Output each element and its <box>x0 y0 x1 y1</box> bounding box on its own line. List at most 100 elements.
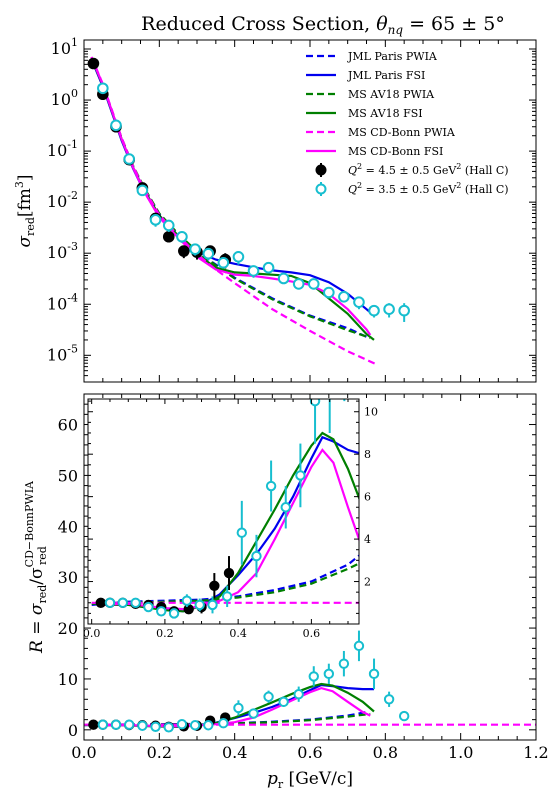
ratio-point-q35 <box>398 710 410 722</box>
legend-label: MS AV18 FSI <box>348 107 423 120</box>
ratio-point-q35 <box>124 719 135 730</box>
inset-point-q45 <box>223 567 235 579</box>
ratio-x-tick-label: 1.2 <box>523 743 548 762</box>
inset-background <box>88 399 359 624</box>
inset-point-q35 <box>104 597 116 608</box>
inset-point-q35 <box>326 386 334 394</box>
ratio-y-tick-label: 10 <box>58 670 78 689</box>
inset-point-q35 <box>207 599 218 611</box>
inset-frame <box>87 398 360 625</box>
inset-point-q35 <box>399 562 407 570</box>
legend-marker <box>315 164 327 176</box>
inset-y-tick-label: 8 <box>364 448 371 461</box>
ratio-point-q35 <box>189 720 201 731</box>
ratio-point-q35 <box>323 668 335 680</box>
inset-point-q35 <box>143 601 154 613</box>
inset-y-tick-label: 10 <box>364 406 378 419</box>
cross-section-point-q35 <box>383 303 395 316</box>
inset-y-tick-label: 4 <box>364 533 371 546</box>
cross-section-point-q35 <box>292 278 305 290</box>
legend-label: Q2 = 4.5 ± 0.5 GeV2 (Hall C) <box>348 162 509 177</box>
ratio-x-tick-label: 0.2 <box>147 743 172 762</box>
cross-section-curves <box>90 56 379 366</box>
cross-section-point-q35 <box>97 82 109 95</box>
cross-section-y-tick-label: 10-4 <box>47 291 78 313</box>
ratio-point-q35 <box>137 720 148 731</box>
inset-point-q35 <box>355 270 363 278</box>
inset-point-q35 <box>168 608 180 619</box>
inset-x-tick-label: 0.0 <box>83 627 101 640</box>
ratio-y-tick-label: 60 <box>58 416 78 435</box>
cross-section-point-q45 <box>87 57 100 70</box>
cross-section-y-tick-label: 10-3 <box>47 240 78 262</box>
cross-section-point-q45 <box>178 245 190 257</box>
cross-section-point-q35 <box>307 278 320 290</box>
ratio-point-q35 <box>203 720 214 731</box>
cross-section-point-q35 <box>189 243 201 255</box>
ratio-y-tick-label: 50 <box>58 466 78 485</box>
cross-section-y-tick-label: 101 <box>51 36 78 58</box>
cross-section-panel: 10-5 10-4 10-3 10-2 10-1 100 101 σred[fm3] JML… <box>13 36 537 383</box>
ratio-y-tick-label: 40 <box>58 517 78 536</box>
inset-x-tick-label: 0.2 <box>156 627 174 640</box>
inset-plot-area <box>91 270 407 619</box>
cross-section-y-tick-label: 10-5 <box>47 342 78 364</box>
ratio-point-q35 <box>308 671 319 682</box>
ratio-point-q35 <box>218 718 229 729</box>
cross-section-point-q35 <box>149 214 162 226</box>
inset-point-q35 <box>117 597 128 608</box>
cross-section-y-axis-label: σred[fm3] <box>13 174 37 247</box>
inset-point-q35 <box>251 550 262 562</box>
inset-point-q35 <box>369 386 377 394</box>
ratio-y-tick-label: 30 <box>58 568 78 587</box>
ratio-y-axis-label: R = σred/σCD−BonnPWIAred <box>23 480 49 654</box>
inset-point-q45 <box>209 580 220 591</box>
inset-point-q35 <box>265 480 277 492</box>
legend-label: MS CD-Bonn FSI <box>348 145 443 158</box>
cross-section-y-tick-label: 10-2 <box>47 189 78 211</box>
ratio-point-q35 <box>150 721 161 732</box>
inset-point-q35 <box>280 502 291 513</box>
ratio-point-q35 <box>163 722 174 733</box>
legend-label: Q2 = 3.5 ± 0.5 GeV2 (Hall C) <box>348 181 509 196</box>
cross-section-point-q35 <box>247 265 260 277</box>
ratio-point-q35 <box>263 691 274 702</box>
inset-point-q35 <box>295 470 306 481</box>
cross-section-point-q35 <box>217 256 230 269</box>
cross-section-point-q35 <box>110 119 122 132</box>
ratio-point-q35 <box>353 640 365 652</box>
ratio-point-q35 <box>293 689 304 700</box>
ratio-point-q35 <box>368 668 380 680</box>
inset-point-q35 <box>181 595 193 606</box>
ratio-point-q35 <box>248 708 259 719</box>
inset-y-tick-label: 6 <box>364 491 371 504</box>
ratio-x-tick-label: 0.6 <box>297 743 322 762</box>
inset-point-q35 <box>236 527 248 538</box>
inset-point-q35 <box>156 606 167 617</box>
ratio-point-q35 <box>110 719 122 730</box>
ratio-x-tick-label: 0.0 <box>71 743 96 762</box>
inset-point-q35 <box>130 597 141 608</box>
inset-point-q45 <box>183 603 194 615</box>
cross-section-point-q35 <box>398 304 410 317</box>
inset-point-q35 <box>194 599 205 611</box>
ratio-y-tick-label: 0 <box>68 721 78 740</box>
ratio-panel: 0 10 20 30 40 50 60 0.0 0.2 0.4 0.6 0.8 1.0 1.2 R = σ… <box>23 270 549 791</box>
cross-section-point-q45 <box>162 230 175 243</box>
cross-section-y-tick-label: 10-1 <box>47 138 78 160</box>
figure-title: Reduced Cross Section, θnq = 65 ± 5° <box>141 13 505 37</box>
legend-label: JML Paris PWIA <box>347 50 438 63</box>
ratio-x-axis-label: pr [GeV/c] <box>267 769 353 791</box>
cross-section-point-q35 <box>202 247 215 260</box>
legend-label: JML Paris FSI <box>347 69 425 82</box>
cross-section-line-ms-cd-bonn-pwia <box>90 56 379 366</box>
cross-section-point-q35 <box>176 230 188 243</box>
cross-section-point-q35 <box>262 261 275 274</box>
ratio-plot-area <box>84 630 536 733</box>
ratio-line-ms-cd-bonn-fsi <box>91 686 371 728</box>
ratio-point-q35 <box>278 696 289 708</box>
ratio-point-q35 <box>233 702 244 714</box>
inset-x-tick-label: 0.6 <box>303 627 321 640</box>
cross-section-point-q35 <box>123 153 135 165</box>
